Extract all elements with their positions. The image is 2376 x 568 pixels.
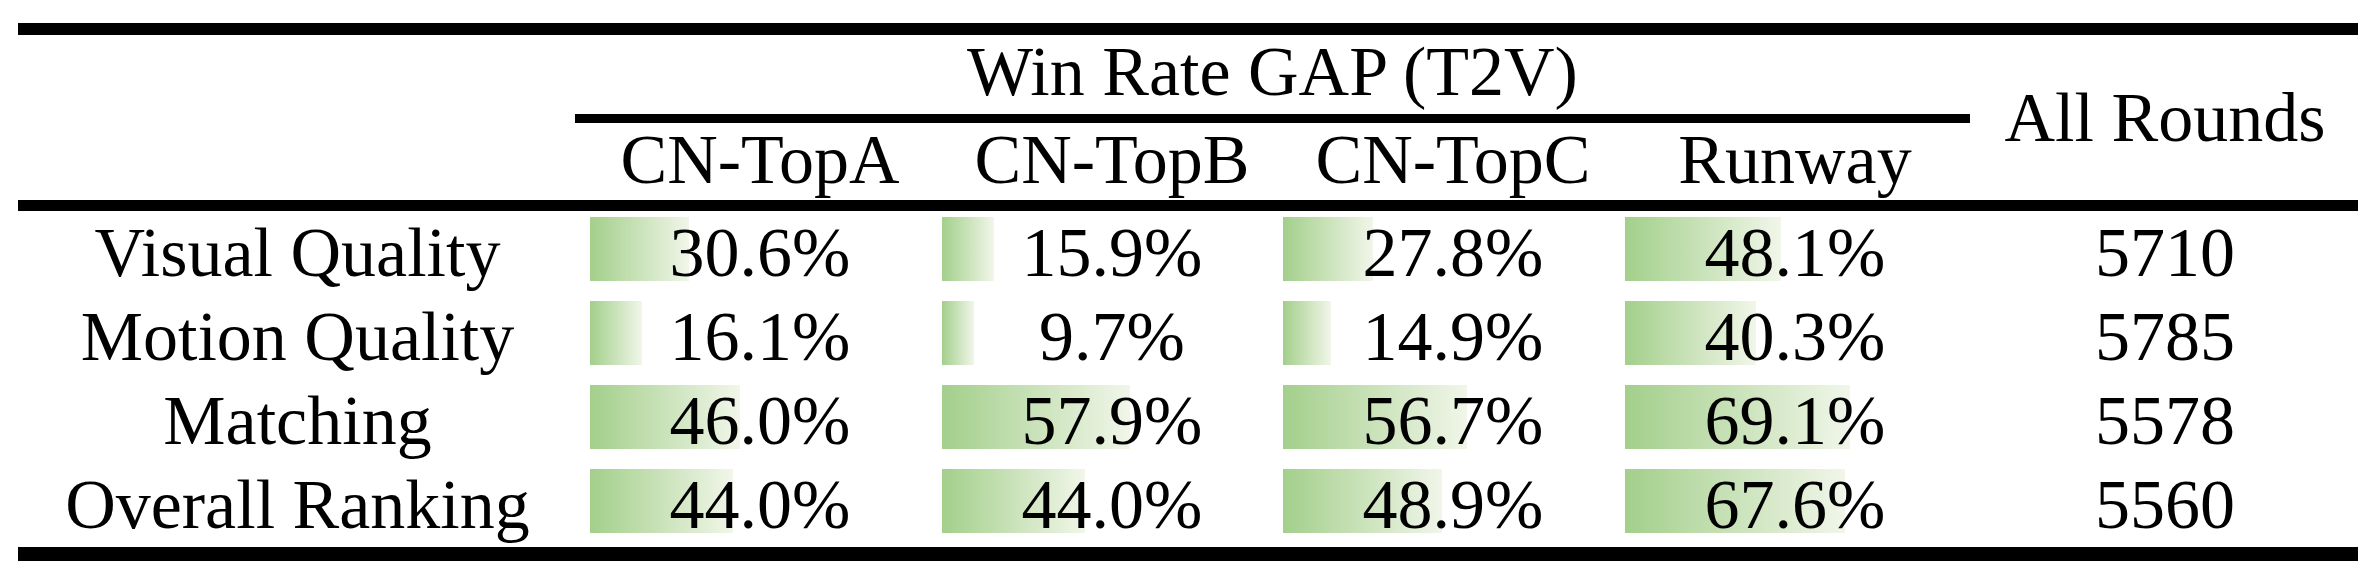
table-row: Motion Quality 16.1% 9.7% 14.9% 40.3% 57…	[0, 295, 2376, 379]
value-cell: 27.8%	[1283, 211, 1623, 295]
group-header-title: Win Rate GAP (T2V)	[575, 30, 1970, 114]
win-rate-bar	[1283, 301, 1331, 365]
value-cell: 40.3%	[1625, 295, 1965, 379]
win-rate-table: Win Rate GAP (T2V) CN-TopA CN-TopB CN-To…	[0, 0, 2376, 568]
value-cell: 48.1%	[1625, 211, 1965, 295]
value-cell: 44.0%	[942, 463, 1282, 547]
value-cell: 67.6%	[1625, 463, 1965, 547]
value-cell: 69.1%	[1625, 379, 1965, 463]
win-rate-value: 15.9%	[1022, 214, 1203, 291]
win-rate-value: 46.0%	[670, 382, 851, 459]
row-label: Matching	[20, 379, 575, 463]
win-rate-value: 69.1%	[1705, 382, 1886, 459]
win-rate-value: 27.8%	[1363, 214, 1544, 291]
column-header-all-rounds: All Rounds	[1985, 35, 2345, 200]
row-label: Visual Quality	[20, 211, 575, 295]
win-rate-bar	[1283, 217, 1373, 281]
header-body-rule	[18, 200, 2358, 211]
win-rate-value: 14.9%	[1363, 298, 1544, 375]
all-rounds-value: 5578	[1985, 379, 2345, 463]
win-rate-value: 9.7%	[1039, 298, 1185, 375]
value-cell: 46.0%	[590, 379, 930, 463]
column-header-cn-topb: CN-TopB	[942, 123, 1282, 200]
value-cell: 16.1%	[590, 295, 930, 379]
win-rate-value: 48.1%	[1705, 214, 1886, 291]
all-rounds-value: 5710	[1985, 211, 2345, 295]
column-header-cn-topa: CN-TopA	[590, 123, 930, 200]
table-row: Matching 46.0% 57.9% 56.7% 69.1% 5578	[0, 379, 2376, 463]
win-rate-bar	[590, 301, 642, 365]
table-row: Visual Quality 30.6% 15.9% 27.8% 48.1% 5…	[0, 211, 2376, 295]
table-row: Overall Ranking 44.0% 44.0% 48.9% 67.6% …	[0, 463, 2376, 547]
win-rate-value: 57.9%	[1022, 382, 1203, 459]
win-rate-value: 44.0%	[670, 466, 851, 543]
win-rate-value: 44.0%	[1022, 466, 1203, 543]
row-label: Overall Ranking	[20, 463, 575, 547]
value-cell: 48.9%	[1283, 463, 1623, 547]
all-rounds-value: 5785	[1985, 295, 2345, 379]
win-rate-bar	[942, 217, 994, 281]
win-rate-value: 16.1%	[670, 298, 851, 375]
bottom-rule	[18, 547, 2358, 561]
win-rate-value: 30.6%	[670, 214, 851, 291]
all-rounds-value: 5560	[1985, 463, 2345, 547]
win-rate-bar	[942, 301, 974, 365]
value-cell: 44.0%	[590, 463, 930, 547]
value-cell: 57.9%	[942, 379, 1282, 463]
value-cell: 9.7%	[942, 295, 1282, 379]
value-cell: 30.6%	[590, 211, 930, 295]
win-rate-value: 56.7%	[1363, 382, 1544, 459]
value-cell: 15.9%	[942, 211, 1282, 295]
win-rate-value: 48.9%	[1363, 466, 1544, 543]
column-header-cn-topc: CN-TopC	[1283, 123, 1623, 200]
value-cell: 14.9%	[1283, 295, 1623, 379]
win-rate-value: 40.3%	[1705, 298, 1886, 375]
row-label: Motion Quality	[20, 295, 575, 379]
column-header-runway: Runway	[1625, 123, 1965, 200]
value-cell: 56.7%	[1283, 379, 1623, 463]
win-rate-value: 67.6%	[1705, 466, 1886, 543]
